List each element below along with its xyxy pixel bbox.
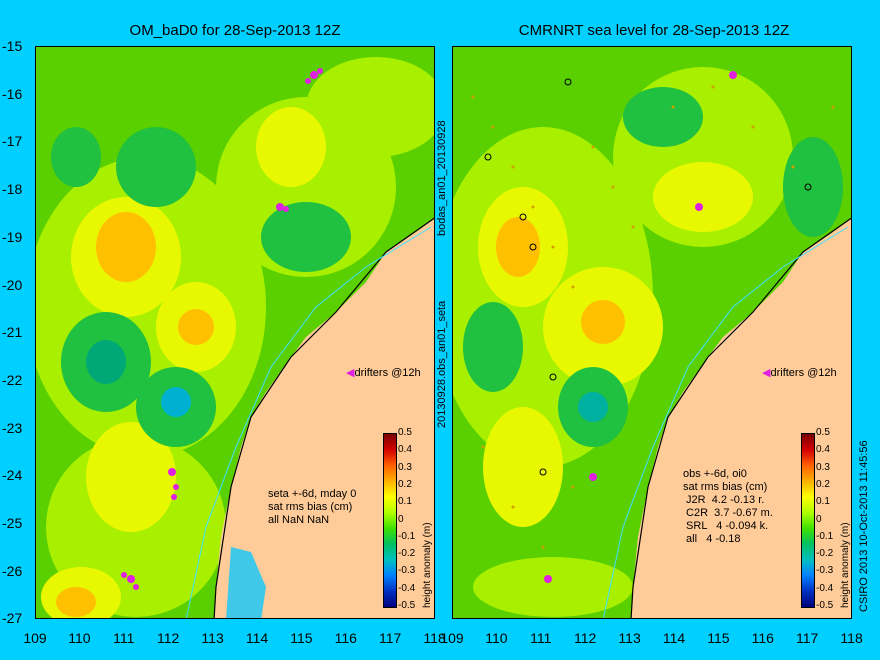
colorbar-tick-label: -0.5 [816,600,834,611]
x-tick-label: 112 [157,630,180,646]
colorbar-tick-label: -0.4 [816,582,834,594]
colorbar-tick-label: -0.3 [816,565,834,577]
y-tick-label: -26 [2,562,23,579]
left-panel-title: OM_baD0 for 28-Sep-2013 12Z [129,22,341,39]
x-tick-label: 115 [707,630,730,646]
x-tick-label: 110 [485,630,508,646]
x-tick-label: 116 [334,630,357,646]
x-tick-label: 117 [796,630,819,646]
x-tick-label: 110 [68,630,91,646]
x-tick-label: 112 [574,630,597,646]
y-tick-label: -22 [2,371,23,388]
left-map-field [36,47,434,618]
colorbar-tick-label: 0.3 [398,461,412,473]
colorbar-tick-label: 0.5 [398,427,412,438]
x-tick-label: 109 [23,630,47,646]
right-map-panel [452,46,852,619]
colorbar-tick-label: -0.1 [816,530,834,542]
middle-label-top: bodas_an01_20130928 [436,120,448,236]
colorbar-tick-label: -0.2 [816,548,834,560]
x-tick-label: 111 [113,630,135,646]
right-colorbar-label: height anomaly (m) [840,522,851,608]
left-map-panel [35,46,435,619]
x-tick-label: 113 [618,630,641,646]
x-tick-label: 115 [290,630,313,646]
colorbar-tick-label: -0.3 [398,565,416,577]
colorbar-tick-label: 0.1 [398,496,412,508]
x-tick-label: 113 [201,630,224,646]
colorbar-tick-label: 0.5 [816,427,830,438]
y-tick-label: -16 [2,85,23,102]
y-tick-label: -18 [2,181,23,198]
x-tick-label: 114 [662,630,686,646]
colorbar-tick-label: 0.3 [816,461,830,473]
y-tick-label: -25 [2,515,23,531]
y-tick-label: -19 [2,228,23,245]
colorbar-tick-label: -0.2 [398,548,416,560]
right-map-field [453,47,851,618]
colorbar-tick-label: 0.2 [816,478,830,490]
colorbar-tick-label: 0.2 [398,478,412,490]
colorbar-tick-label: 0.4 [398,444,412,456]
y-tick-label: -24 [2,467,23,484]
drifters-label-right: ◀drifters @12h [762,367,837,379]
right-stats-note: obs +-6d, oi0 sat rms bias (cm) J2R 4.2 … [683,468,773,545]
right-colorbar [801,433,815,608]
y-tick-label: -17 [2,133,23,150]
colorbar-tick-label: -0.1 [398,530,416,542]
y-tick-label: -20 [2,276,23,293]
credit-text: CSIRO 2013 10-Oct-2013 11:45:56 [858,440,870,612]
y-tick-label: -15 [2,38,23,54]
colorbar-tick-label: 0 [398,513,404,525]
x-tick-label: 116 [751,630,774,646]
y-tick-label: -27 [2,610,23,627]
x-tick-label: 117 [379,630,402,646]
colorbar-tick-label: -0.4 [398,582,416,594]
left-colorbar [383,433,397,608]
x-tick-label: 111 [530,630,552,646]
colorbar-tick-label: 0 [816,513,822,525]
x-tick-label: 109 [440,630,464,646]
colorbar-tick-label: 0.4 [816,444,830,456]
drifters-label-left: ◀drifters @12h [346,367,421,379]
x-tick-label: 114 [245,630,269,646]
left-stats-note: seta +-6d, mday 0 sat rms bias (cm) all … [268,488,357,526]
x-tick-label: 118 [840,630,863,646]
colorbar-tick-label: -0.5 [398,600,416,611]
x-tick-label: 118 [423,630,446,646]
y-tick-label: -23 [2,419,23,436]
right-panel-title: CMRNRT sea level for 28-Sep-2013 12Z [518,22,790,39]
colorbar-tick-label: 0.1 [816,496,830,508]
y-tick-label: -21 [2,324,23,341]
left-colorbar-label: height anomaly (m) [422,522,433,608]
middle-label-bottom: 20130928.obs_an01_seta [436,300,448,428]
